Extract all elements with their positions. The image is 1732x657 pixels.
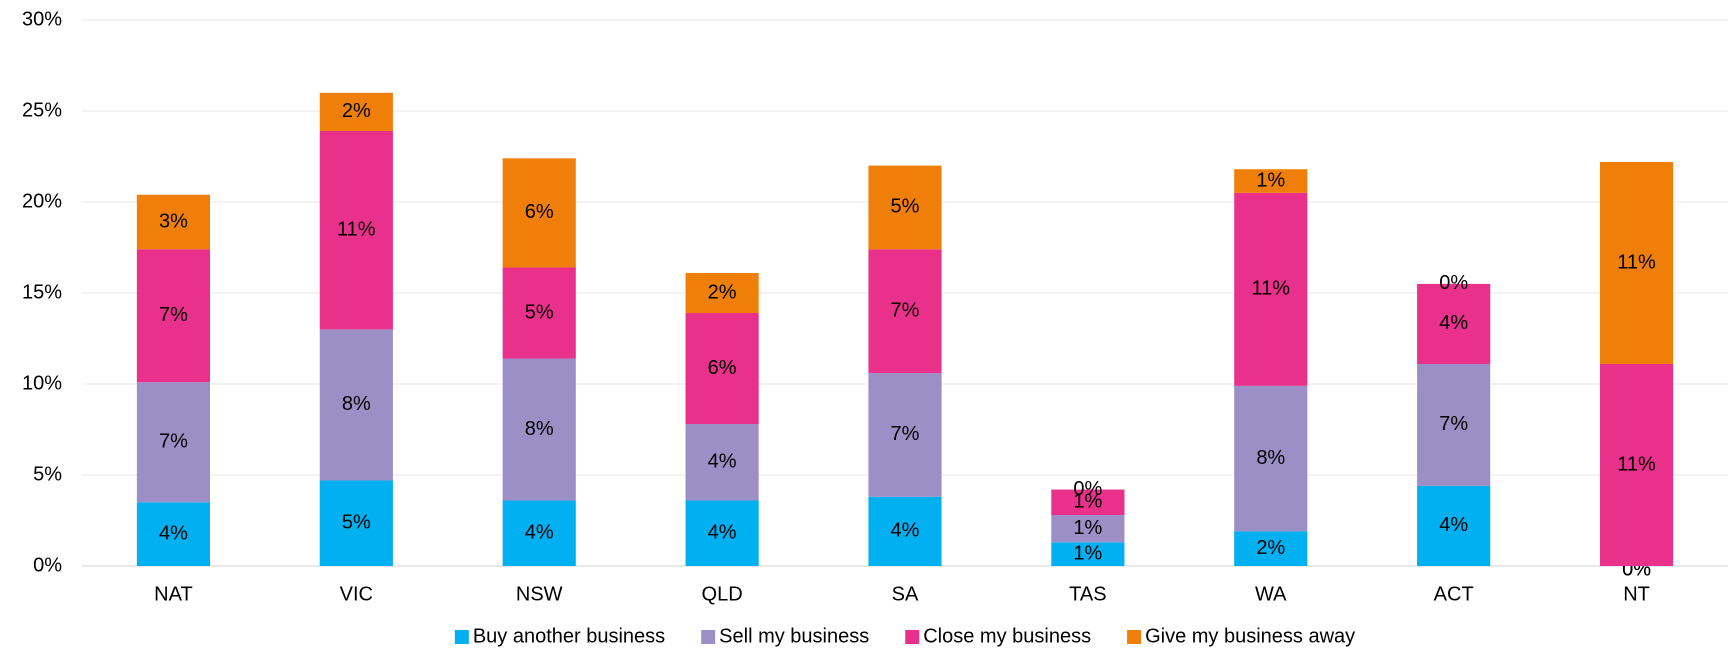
bar-segment xyxy=(319,131,393,330)
value-label: 11% xyxy=(337,218,376,240)
legend-swatch xyxy=(905,630,920,644)
y-tick-label: 20% xyxy=(22,190,62,212)
value-label: 7% xyxy=(159,431,188,453)
bar-segment xyxy=(1234,385,1308,532)
value-label: 2% xyxy=(342,100,371,122)
legend-swatch xyxy=(1127,630,1142,644)
value-label: 0% xyxy=(1073,478,1102,500)
bar-segment xyxy=(685,272,759,314)
value-label: 5% xyxy=(891,196,920,218)
bar-segment xyxy=(319,92,393,132)
value-label: 5% xyxy=(525,301,554,323)
bar-segment xyxy=(136,249,211,383)
bar-segment xyxy=(1234,169,1308,193)
value-label: 8% xyxy=(525,418,554,440)
bar-segment xyxy=(502,158,576,268)
bar-segment xyxy=(1599,161,1674,364)
legend-label: Buy another business xyxy=(473,625,665,647)
value-label: 3% xyxy=(159,210,188,232)
x-tick-label: TAS xyxy=(1069,583,1106,605)
bar-segment xyxy=(685,424,759,501)
bar-segment xyxy=(1234,192,1308,386)
value-label: 1% xyxy=(1073,491,1102,513)
legend-swatch xyxy=(454,630,469,644)
value-label: 11% xyxy=(1617,453,1656,475)
value-label: 4% xyxy=(708,451,737,473)
value-label: 11% xyxy=(1252,278,1291,300)
value-label: 4% xyxy=(1439,514,1468,536)
value-label: 6% xyxy=(525,201,554,223)
x-tick-label: VIC xyxy=(340,583,373,605)
bar-segment xyxy=(1417,283,1491,364)
bar-segment xyxy=(685,500,759,566)
value-label: 5% xyxy=(342,512,371,534)
legend-label: Give my business away xyxy=(1145,625,1355,647)
y-tick-label: 15% xyxy=(22,281,62,303)
value-label: 1% xyxy=(1073,542,1102,564)
bar-segment xyxy=(1051,542,1125,566)
value-label: 6% xyxy=(708,357,737,379)
bar-segment xyxy=(1051,515,1125,543)
bar-segment xyxy=(868,165,942,250)
value-label: 2% xyxy=(1256,537,1285,559)
value-label: 8% xyxy=(342,393,371,415)
y-tick-label: 10% xyxy=(22,372,62,394)
x-tick-label: NAT xyxy=(154,583,193,605)
value-label: 7% xyxy=(891,299,920,321)
value-label: 4% xyxy=(1439,312,1468,334)
x-tick-label: NSW xyxy=(516,583,563,605)
y-tick-label: 0% xyxy=(33,554,62,576)
bar-segment xyxy=(502,500,576,566)
x-tick-label: SA xyxy=(892,583,919,605)
value-label: 1% xyxy=(1256,169,1285,191)
value-label: 8% xyxy=(1256,447,1285,469)
bar-segment xyxy=(868,249,942,374)
x-tick-label: NT xyxy=(1623,583,1650,605)
bar-segment xyxy=(319,480,393,566)
y-tick-label: 5% xyxy=(33,463,62,485)
value-label: 11% xyxy=(1617,251,1656,273)
bar-segment xyxy=(136,382,211,503)
value-label: 1% xyxy=(1073,517,1102,539)
bar-segment xyxy=(136,502,211,566)
bar-segment xyxy=(502,358,576,501)
value-label: 4% xyxy=(525,522,554,544)
x-tick-label: QLD xyxy=(702,583,743,605)
value-label: 4% xyxy=(159,522,188,544)
value-label: 4% xyxy=(891,520,920,542)
bar-segment xyxy=(319,329,393,481)
legend-swatch xyxy=(701,630,716,644)
bar-segment xyxy=(1417,485,1491,566)
bar-segment xyxy=(502,267,576,359)
bar-segment xyxy=(868,496,942,566)
legend-label: Sell my business xyxy=(719,625,869,647)
value-label: 7% xyxy=(1439,413,1468,435)
y-tick-label: 25% xyxy=(22,99,62,121)
value-label: 7% xyxy=(891,423,920,445)
value-label: 2% xyxy=(708,281,737,303)
value-label: 7% xyxy=(159,304,188,326)
y-tick-label: 30% xyxy=(22,8,62,30)
value-label: 4% xyxy=(708,522,737,544)
x-tick-label: WA xyxy=(1255,583,1287,605)
bar-segment xyxy=(1599,363,1674,566)
bar-segment xyxy=(136,194,211,250)
bar-segment xyxy=(1051,489,1125,516)
bar-segment xyxy=(1417,363,1491,486)
bar-segment xyxy=(1234,531,1308,566)
bar-segment xyxy=(868,373,942,497)
value-label: 0% xyxy=(1439,272,1468,294)
bar-segment xyxy=(685,313,759,425)
legend-label: Close my business xyxy=(923,625,1091,647)
x-tick-label: ACT xyxy=(1434,583,1474,605)
